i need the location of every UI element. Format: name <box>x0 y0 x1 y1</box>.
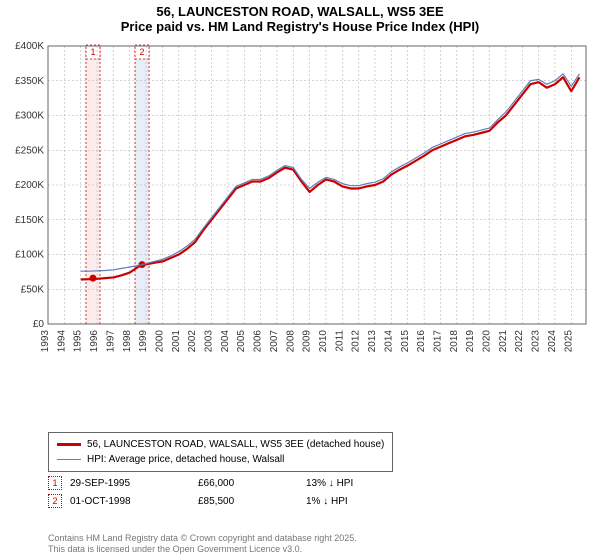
svg-text:£0: £0 <box>33 319 45 330</box>
marker-badge: 2 <box>48 494 62 508</box>
svg-text:£300K: £300K <box>15 111 44 122</box>
footer-line2: This data is licensed under the Open Gov… <box>48 544 357 556</box>
svg-text:£50K: £50K <box>21 284 45 295</box>
marker-row: 1 29-SEP-1995 £66,000 13% ↓ HPI <box>48 476 353 490</box>
legend-label: HPI: Average price, detached house, Wals… <box>87 452 284 467</box>
svg-text:£150K: £150K <box>15 215 44 226</box>
svg-text:£400K: £400K <box>15 41 44 52</box>
legend-row: 56, LAUNCESTON ROAD, WALSALL, WS5 3EE (d… <box>57 437 384 452</box>
marker-badge: 1 <box>48 476 62 490</box>
svg-text:2019: 2019 <box>465 330 476 353</box>
svg-text:£250K: £250K <box>15 145 44 156</box>
svg-text:£200K: £200K <box>15 180 44 191</box>
svg-text:1996: 1996 <box>89 330 100 353</box>
svg-text:2016: 2016 <box>416 330 427 353</box>
svg-text:2023: 2023 <box>531 330 542 353</box>
svg-text:2004: 2004 <box>220 330 231 353</box>
svg-text:1997: 1997 <box>105 330 116 353</box>
legend-row: HPI: Average price, detached house, Wals… <box>57 452 384 467</box>
svg-text:2006: 2006 <box>253 330 264 353</box>
marker-delta: 13% ↓ HPI <box>306 478 353 489</box>
svg-text:2: 2 <box>140 47 145 57</box>
svg-text:2014: 2014 <box>383 330 394 353</box>
svg-text:1: 1 <box>90 47 95 57</box>
marker-price: £66,000 <box>198 478 298 489</box>
svg-text:2001: 2001 <box>171 330 182 353</box>
marker-row: 2 01-OCT-1998 £85,500 1% ↓ HPI <box>48 494 353 508</box>
svg-text:1999: 1999 <box>138 330 149 353</box>
svg-text:2007: 2007 <box>269 330 280 353</box>
svg-text:1994: 1994 <box>56 330 67 353</box>
svg-text:£100K: £100K <box>15 250 44 261</box>
svg-text:2010: 2010 <box>318 330 329 353</box>
svg-text:1993: 1993 <box>40 330 51 353</box>
svg-text:2011: 2011 <box>334 330 345 352</box>
svg-text:2017: 2017 <box>432 330 443 353</box>
svg-text:2000: 2000 <box>154 330 165 353</box>
svg-text:1995: 1995 <box>73 330 84 353</box>
title-line2: Price paid vs. HM Land Registry's House … <box>0 19 600 34</box>
svg-text:2003: 2003 <box>204 330 215 353</box>
svg-text:2008: 2008 <box>285 330 296 353</box>
legend-label: 56, LAUNCESTON ROAD, WALSALL, WS5 3EE (d… <box>87 437 384 452</box>
footer-line1: Contains HM Land Registry data © Crown c… <box>48 533 357 545</box>
svg-text:£350K: £350K <box>15 76 44 87</box>
svg-text:2009: 2009 <box>302 330 313 353</box>
legend-swatch <box>57 443 81 445</box>
svg-text:2002: 2002 <box>187 330 198 353</box>
svg-text:2024: 2024 <box>547 330 558 353</box>
svg-text:1998: 1998 <box>122 330 133 353</box>
marker-delta: 1% ↓ HPI <box>306 496 348 507</box>
svg-text:2021: 2021 <box>498 330 509 353</box>
svg-text:2020: 2020 <box>482 330 493 353</box>
legend-swatch <box>57 459 81 460</box>
svg-text:2012: 2012 <box>351 330 362 353</box>
marker-price: £85,500 <box>198 496 298 507</box>
chart-container: 56, LAUNCESTON ROAD, WALSALL, WS5 3EE Pr… <box>0 0 600 560</box>
marker-table: 1 29-SEP-1995 £66,000 13% ↓ HPI 2 01-OCT-1998… <box>48 476 353 512</box>
svg-text:2018: 2018 <box>449 330 460 353</box>
title-block: 56, LAUNCESTON ROAD, WALSALL, WS5 3EE Pr… <box>0 0 600 34</box>
svg-text:2022: 2022 <box>514 330 525 353</box>
svg-text:2013: 2013 <box>367 330 378 353</box>
marker-date: 01-OCT-1998 <box>70 496 190 507</box>
title-line1: 56, LAUNCESTON ROAD, WALSALL, WS5 3EE <box>0 4 600 19</box>
svg-text:2015: 2015 <box>400 330 411 353</box>
footer: Contains HM Land Registry data © Crown c… <box>48 533 357 556</box>
price-chart: 12£0£50K£100K£150K£200K£250K£300K£350K£4… <box>48 44 588 374</box>
svg-text:2005: 2005 <box>236 330 247 353</box>
legend: 56, LAUNCESTON ROAD, WALSALL, WS5 3EE (d… <box>48 432 393 472</box>
marker-date: 29-SEP-1995 <box>70 478 190 489</box>
svg-text:2025: 2025 <box>563 330 574 353</box>
